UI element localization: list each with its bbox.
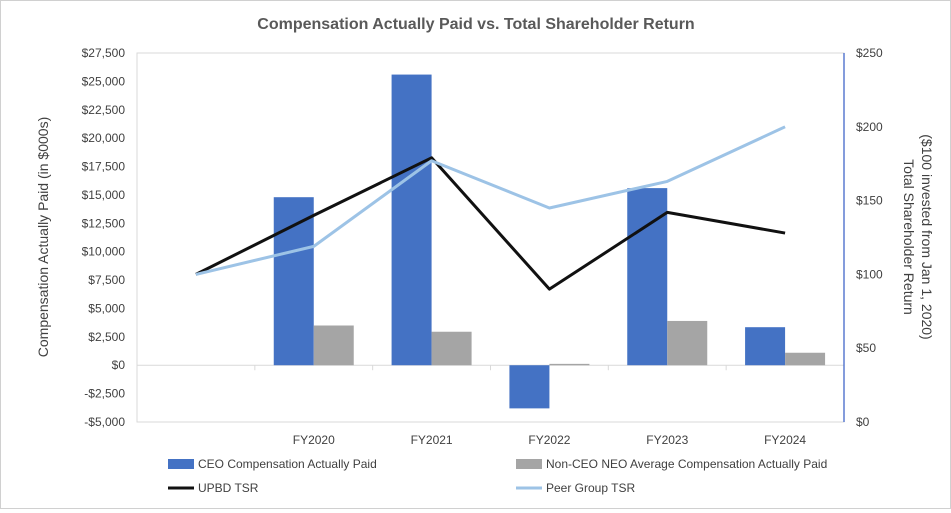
ceo-bar-FY2020	[273, 197, 314, 366]
y2-tick-label: $0	[856, 415, 870, 429]
y-tick-label: -$5,000	[84, 415, 125, 429]
x-tick-label: FY2024	[764, 433, 806, 447]
legend-peer-label: Peer Group TSR	[546, 481, 635, 495]
y-tick-label: $12,500	[82, 216, 126, 230]
y2-tick-label: $50	[856, 341, 876, 355]
neo-bar-FY2021	[431, 331, 472, 366]
y2-tick-label: $100	[856, 267, 883, 281]
y-tick-label: $25,000	[82, 74, 126, 88]
legend-neo-swatch	[516, 459, 542, 469]
legend-upbd-label: UPBD TSR	[198, 481, 259, 495]
y2-tick-label: $250	[856, 46, 883, 60]
y-tick-label: $17,500	[82, 160, 126, 174]
y-tick-label: $27,500	[82, 46, 126, 60]
y-tick-label: $0	[112, 358, 126, 372]
y-tick-label: $5,000	[88, 301, 125, 315]
neo-bar-FY2023	[667, 320, 708, 366]
neo-bar-FY2020	[313, 325, 354, 366]
y-tick-label: $10,000	[82, 245, 126, 259]
y-tick-label: $15,000	[82, 188, 126, 202]
ceo-bar-FY2024	[745, 327, 786, 366]
y-tick-label: $20,000	[82, 131, 126, 145]
y2-axis-title-line2: ($100 invested from Jan 1, 2020)	[919, 134, 935, 339]
x-tick-label: FY2023	[646, 433, 688, 447]
y-tick-label: $22,500	[82, 103, 126, 117]
peer-group-tsr-line	[195, 125, 786, 276]
y-tick-label: -$2,500	[84, 387, 125, 401]
y-axis-title: Compensation Actually Paid (in $000s)	[35, 117, 51, 357]
y2-tick-label: $150	[856, 194, 883, 208]
ceo-bar-FY2021	[391, 74, 432, 366]
ceo-bar-FY2022	[509, 365, 550, 409]
y-tick-label: $2,500	[88, 330, 125, 344]
legend-ceo-swatch	[168, 459, 194, 469]
neo-bar-FY2024	[785, 352, 826, 366]
y2-tick-label: $200	[856, 120, 883, 134]
legend-ceo-label: CEO Compensation Actually Paid	[198, 457, 377, 471]
x-tick-label: FY2020	[293, 433, 335, 447]
legend-neo-label: Non-CEO NEO Average Compensation Actuall…	[546, 457, 827, 471]
x-tick-label: FY2022	[528, 433, 570, 447]
chart-title: Compensation Actually Paid vs. Total Sha…	[257, 16, 694, 33]
y-tick-label: $7,500	[88, 273, 125, 287]
neo-bar-FY2022	[549, 363, 590, 366]
legend: CEO Compensation Actually Paid Non-CEO NE…	[168, 457, 827, 495]
upbd-tsr-line	[195, 156, 786, 291]
plot-area: -$5,000 -$2,500 $0 $2,500 $5,000 $7,500 $10,00…	[82, 46, 883, 447]
y2-axis-title-line1: Total Shareholder Return	[901, 159, 917, 315]
x-tick-label: FY2021	[411, 433, 453, 447]
